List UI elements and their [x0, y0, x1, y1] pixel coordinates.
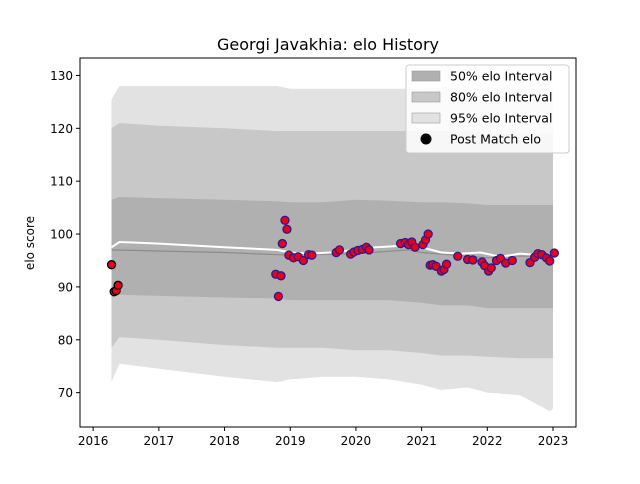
y-tick-label-120: 120	[50, 122, 73, 136]
legend-swatch-band80	[411, 91, 441, 103]
y-tick-label-70: 70	[58, 386, 73, 400]
match-point-51	[549, 248, 559, 258]
x-tick-label-2017: 2017	[144, 434, 175, 448]
match-point-24	[410, 242, 420, 252]
x-tick-label-2023: 2023	[538, 434, 569, 448]
y-tick-label-90: 90	[58, 280, 73, 294]
match-point-19	[364, 245, 374, 255]
match-point-4	[280, 215, 290, 225]
legend-swatch-band50	[411, 70, 441, 82]
y-tick-label-130: 130	[50, 69, 73, 83]
match-point-2	[276, 271, 286, 281]
match-point-50	[545, 256, 555, 266]
y-tick-label-100: 100	[50, 228, 73, 242]
legend-swatch-band95	[411, 112, 441, 124]
legend-label-band80: 80% elo Interval	[450, 90, 552, 105]
plot-area	[106, 86, 559, 412]
x-tick-label-2021: 2021	[406, 434, 437, 448]
legend-label-marker: Post Match elo	[450, 132, 541, 147]
legend-label-band50: 50% elo Interval	[450, 69, 552, 84]
match-point-33	[441, 259, 452, 269]
x-tick-label-2019: 2019	[275, 434, 306, 448]
x-tick-label-2018: 2018	[209, 434, 240, 448]
match-point-36	[468, 255, 478, 265]
x-tick-label-2022: 2022	[472, 434, 503, 448]
match-point-11	[307, 250, 317, 260]
match-point-3	[277, 238, 287, 249]
match-point-27	[423, 229, 433, 239]
y-axis-label: elo score	[23, 216, 37, 270]
axes-frame	[79, 57, 577, 428]
match-point-1	[273, 291, 284, 302]
match-point-40	[486, 263, 496, 273]
x-tick-label-2020: 2020	[341, 434, 372, 448]
x-tick-label-2016: 2016	[78, 434, 109, 448]
legend-label-band95: 95% elo Interval	[450, 111, 552, 126]
axes: 2016 2017 2018 2019 2020 2021 2022 2023 70 80 90 10…	[50, 57, 577, 448]
early-match-point-3	[113, 280, 123, 290]
match-point-13	[334, 245, 345, 255]
match-point-5	[282, 224, 292, 234]
match-point-9	[298, 255, 309, 266]
plot-clipped-group	[106, 86, 559, 412]
legend-swatch-post-match-elo	[420, 133, 432, 145]
legend: 50% elo Interval 80% elo Interval 95% elo …	[405, 64, 570, 154]
match-point-34	[453, 251, 463, 261]
early-match-point-0	[106, 260, 117, 270]
y-tick-label-110: 110	[50, 175, 73, 189]
y-tick-label-80: 80	[58, 333, 73, 347]
chart-title: Georgi Javakhia: elo History	[217, 35, 439, 54]
match-point-44	[507, 255, 517, 266]
legend-box	[405, 64, 570, 154]
